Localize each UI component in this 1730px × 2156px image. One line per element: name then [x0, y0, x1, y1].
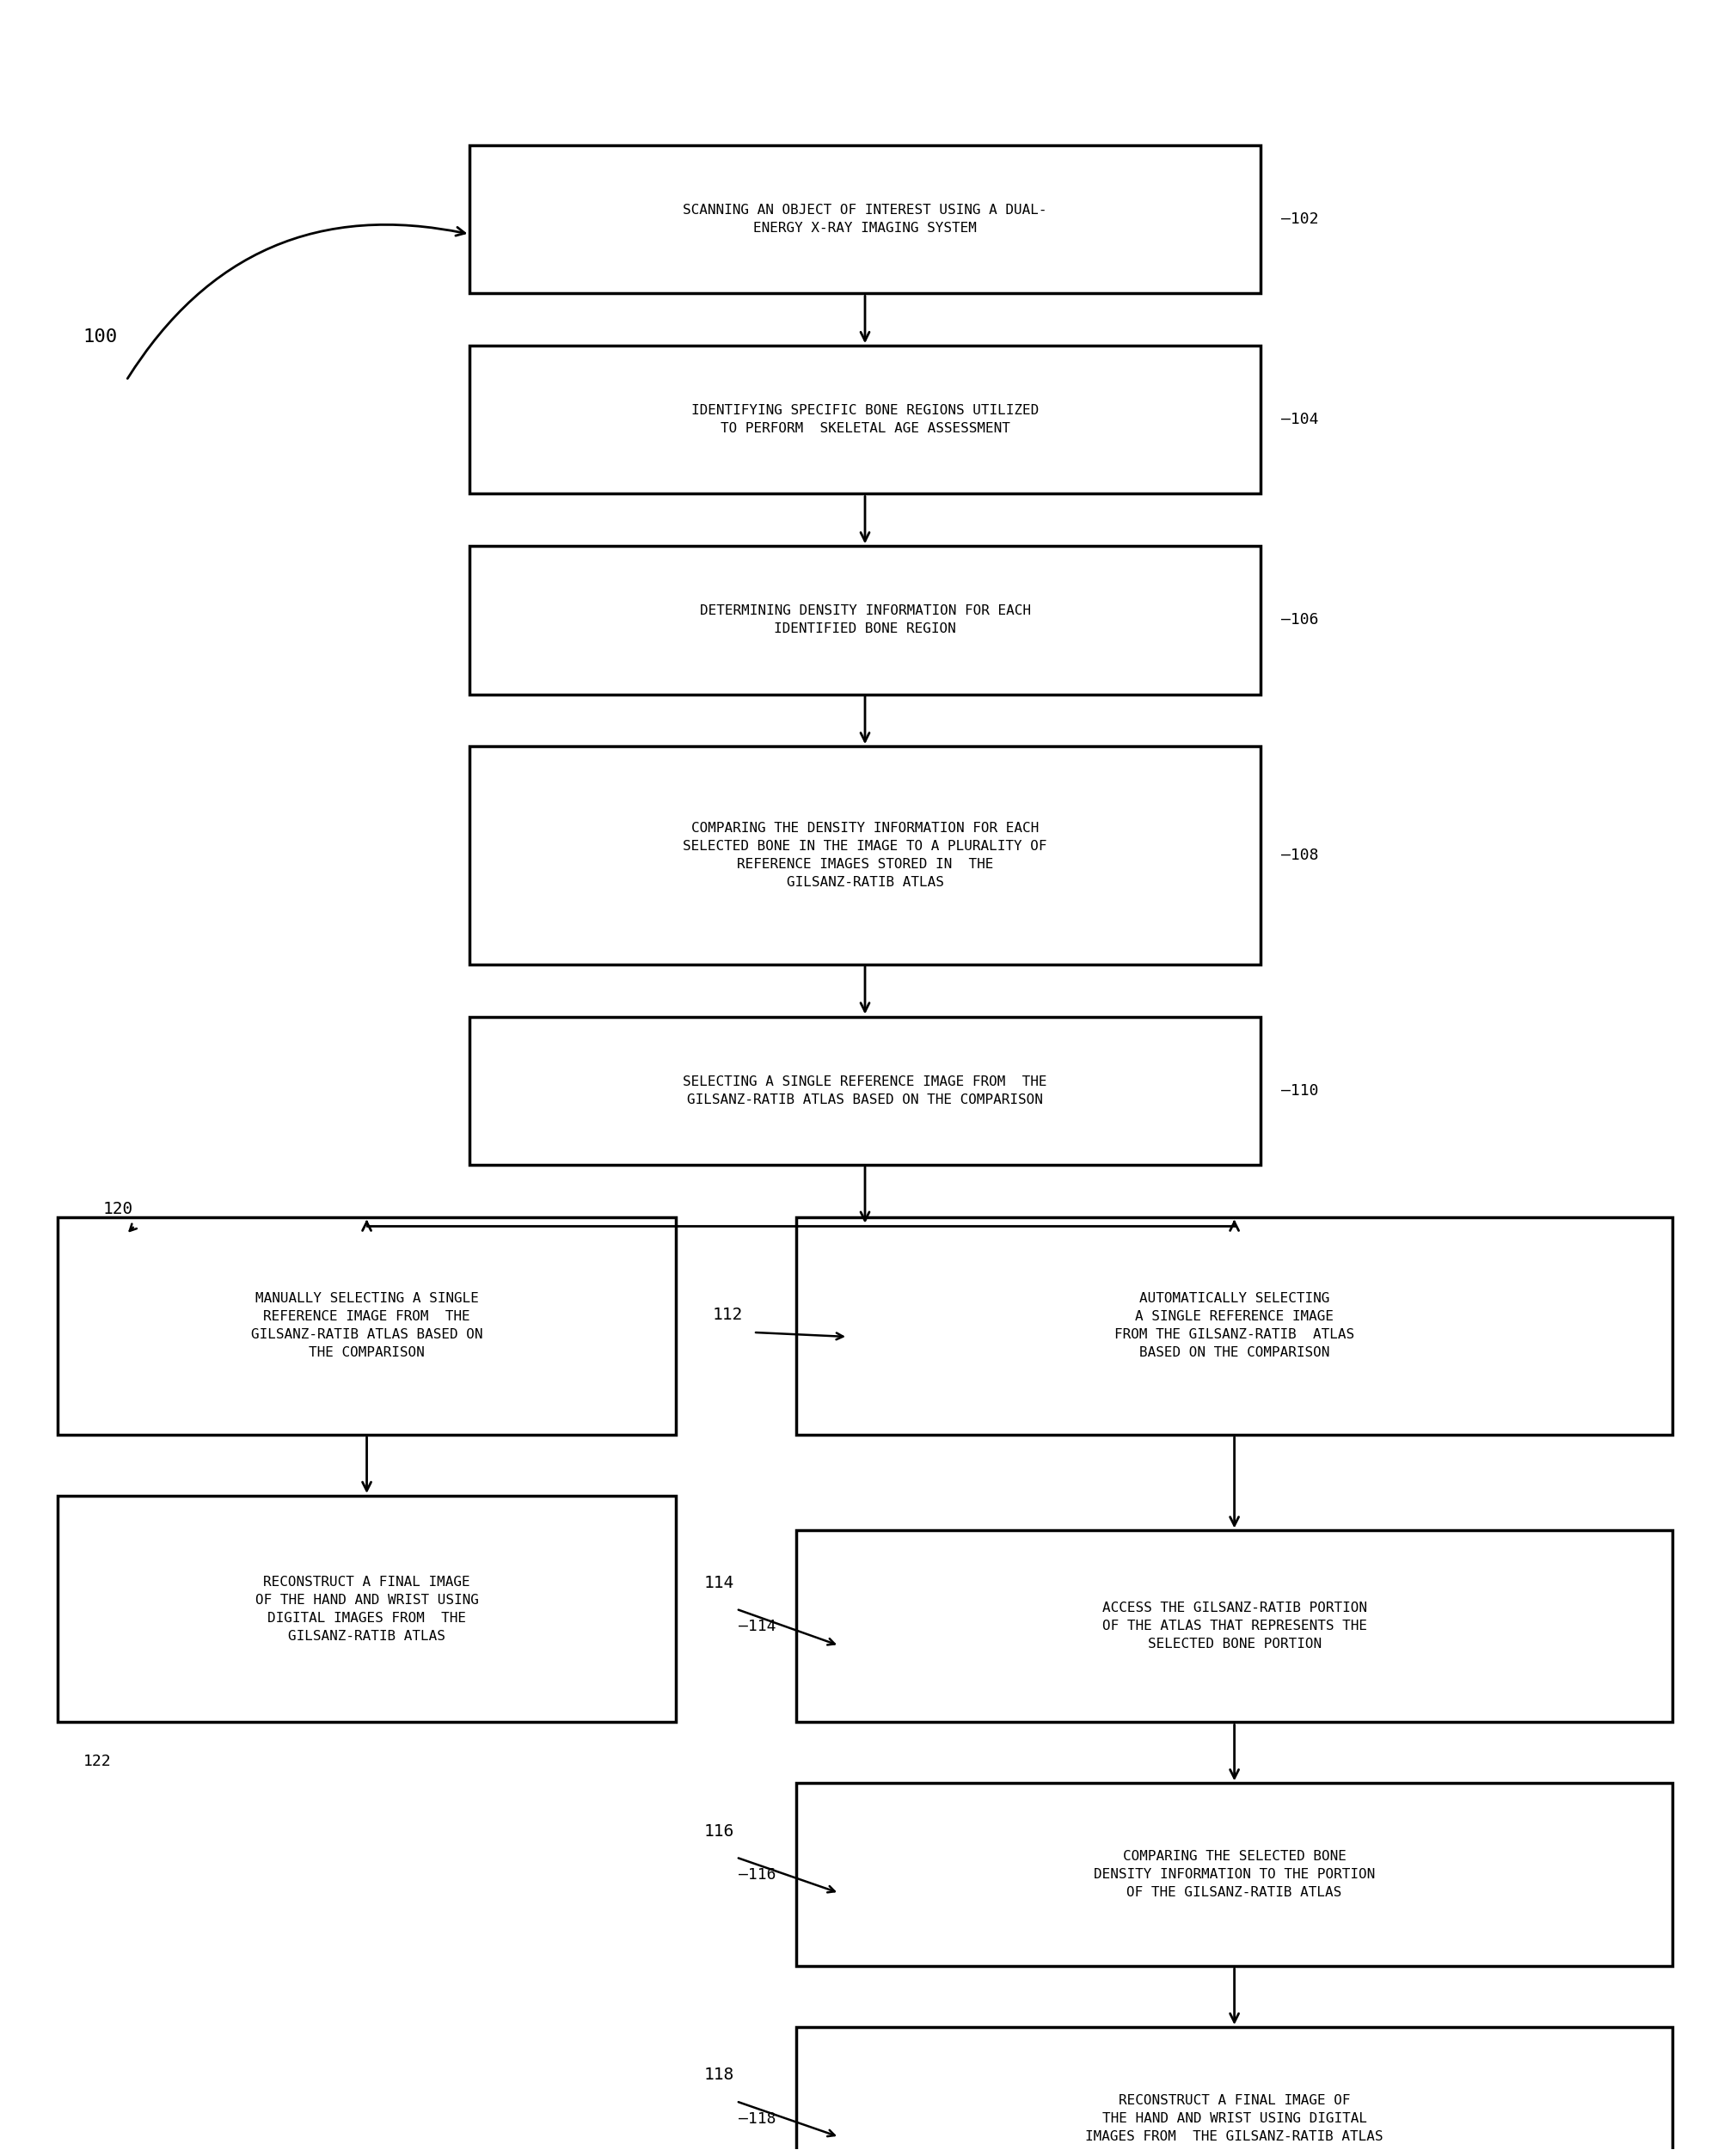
Text: 122: 122: [83, 1753, 111, 1770]
FancyBboxPatch shape: [57, 1496, 676, 1723]
FancyBboxPatch shape: [796, 1531, 1673, 1723]
Text: COMPARING THE DENSITY INFORMATION FOR EACH
SELECTED BONE IN THE IMAGE TO A PLURA: COMPARING THE DENSITY INFORMATION FOR EA…: [683, 821, 1047, 888]
Text: —106: —106: [1280, 612, 1318, 627]
FancyBboxPatch shape: [57, 1216, 676, 1434]
Text: 120: 120: [102, 1201, 133, 1216]
Text: SELECTING A SINGLE REFERENCE IMAGE FROM  THE
GILSANZ-RATIB ATLAS BASED ON THE CO: SELECTING A SINGLE REFERENCE IMAGE FROM …: [683, 1076, 1047, 1106]
FancyBboxPatch shape: [796, 2027, 1673, 2156]
Text: IDENTIFYING SPECIFIC BONE REGIONS UTILIZED
TO PERFORM  SKELETAL AGE ASSESSMENT: IDENTIFYING SPECIFIC BONE REGIONS UTILIZ…: [692, 405, 1038, 436]
Text: —108: —108: [1280, 847, 1318, 862]
FancyBboxPatch shape: [471, 1018, 1259, 1164]
Text: SCANNING AN OBJECT OF INTEREST USING A DUAL-
ENERGY X-RAY IMAGING SYSTEM: SCANNING AN OBJECT OF INTEREST USING A D…: [683, 205, 1047, 235]
Text: COMPARING THE SELECTED BONE
DENSITY INFORMATION TO THE PORTION
OF THE GILSANZ-RA: COMPARING THE SELECTED BONE DENSITY INFO…: [1093, 1850, 1375, 1899]
Text: ACCESS THE GILSANZ-RATIB PORTION
OF THE ATLAS THAT REPRESENTS THE
SELECTED BONE : ACCESS THE GILSANZ-RATIB PORTION OF THE …: [1102, 1602, 1367, 1651]
Text: RECONSTRUCT A FINAL IMAGE
OF THE HAND AND WRIST USING
DIGITAL IMAGES FROM  THE
G: RECONSTRUCT A FINAL IMAGE OF THE HAND AN…: [254, 1576, 479, 1643]
Text: MANUALLY SELECTING A SINGLE
REFERENCE IMAGE FROM  THE
GILSANZ-RATIB ATLAS BASED : MANUALLY SELECTING A SINGLE REFERENCE IM…: [251, 1291, 483, 1360]
Text: 112: 112: [713, 1307, 742, 1324]
FancyBboxPatch shape: [471, 746, 1259, 964]
FancyBboxPatch shape: [471, 545, 1259, 694]
FancyBboxPatch shape: [796, 1216, 1673, 1434]
Text: —118: —118: [739, 2111, 775, 2126]
Text: —110: —110: [1280, 1082, 1318, 1097]
Text: 116: 116: [704, 1824, 734, 1839]
FancyBboxPatch shape: [796, 1783, 1673, 1966]
Text: AUTOMATICALLY SELECTING
A SINGLE REFERENCE IMAGE
FROM THE GILSANZ-RATIB  ATLAS
B: AUTOMATICALLY SELECTING A SINGLE REFEREN…: [1114, 1291, 1355, 1360]
Text: DETERMINING DENSITY INFORMATION FOR EACH
IDENTIFIED BONE REGION: DETERMINING DENSITY INFORMATION FOR EACH…: [699, 604, 1031, 636]
Text: —116: —116: [739, 1867, 775, 1882]
Text: RECONSTRUCT A FINAL IMAGE OF
THE HAND AND WRIST USING DIGITAL
IMAGES FROM  THE G: RECONSTRUCT A FINAL IMAGE OF THE HAND AN…: [1085, 2093, 1384, 2143]
Text: —102: —102: [1280, 211, 1318, 226]
Text: 100: 100: [83, 328, 118, 345]
Text: 118: 118: [704, 2068, 734, 2083]
FancyBboxPatch shape: [471, 345, 1259, 494]
Text: 114: 114: [704, 1574, 734, 1591]
Text: —104: —104: [1280, 412, 1318, 427]
Text: —114: —114: [739, 1619, 775, 1634]
FancyBboxPatch shape: [471, 144, 1259, 293]
